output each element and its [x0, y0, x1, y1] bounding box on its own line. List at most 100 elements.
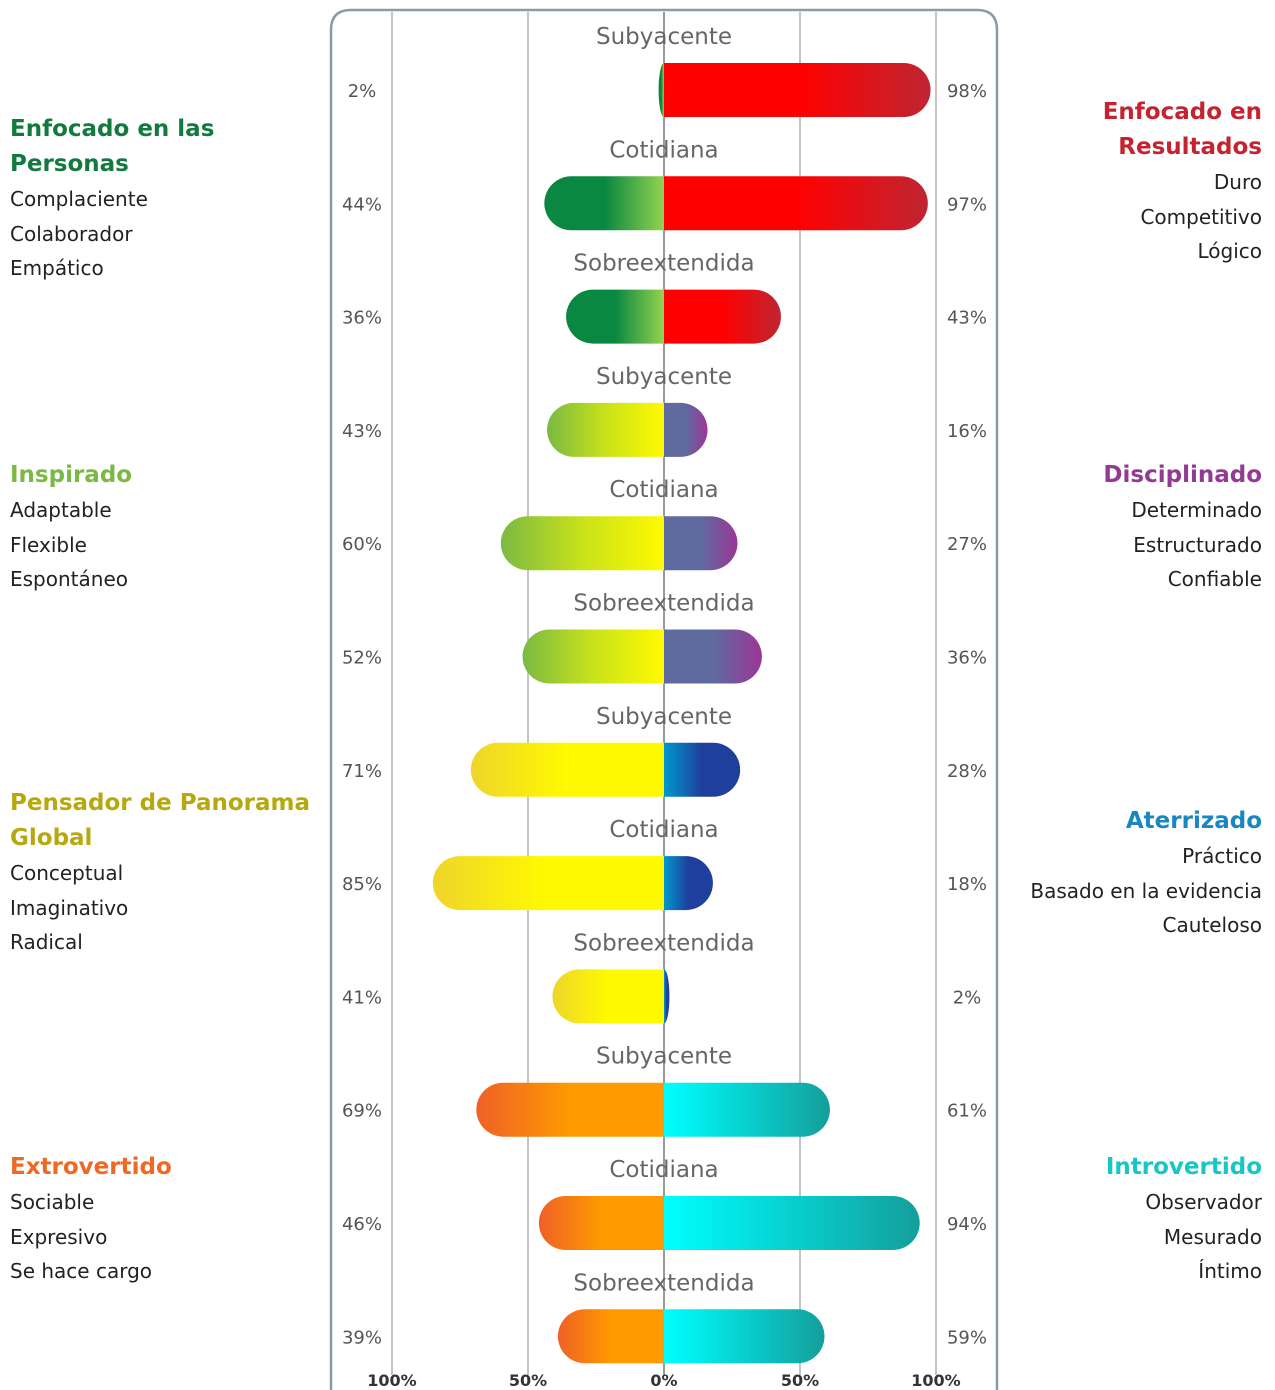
left-percentage: 41%: [342, 987, 382, 1008]
right-percentage: 61%: [947, 1101, 987, 1122]
preference-trait: Observador: [1145, 1190, 1262, 1214]
right-percentage: 94%: [947, 1214, 987, 1235]
preference-trait: Lógico: [1197, 239, 1262, 263]
preference-trait: Duro: [1213, 170, 1262, 194]
chart-bars: [432, 63, 931, 1364]
preference-trait: Complaciente: [10, 187, 148, 211]
right-preference-disciplined: Disciplinado Determinado Estructurado Co…: [932, 458, 1262, 597]
bar-left: [476, 1082, 664, 1137]
left-percentage: 85%: [342, 874, 382, 895]
right-preference-results: Enfocado en Resultados Duro Competitivo …: [1062, 95, 1262, 269]
row-label: Cotidiana: [609, 477, 718, 503]
right-percentage: 98%: [947, 81, 987, 102]
right-percentage: 59%: [947, 1327, 987, 1348]
x-tick-label: 100%: [911, 1371, 960, 1390]
preference-title: Aterrizado: [1125, 808, 1262, 834]
right-percentage: 36%: [947, 648, 987, 669]
preference-trait: Adaptable: [10, 498, 112, 522]
row-label: Sobreextendida: [573, 591, 754, 617]
left-percentage: 52%: [342, 648, 382, 669]
chart-frame: [329, 8, 999, 1390]
left-percentage: 2%: [348, 81, 377, 102]
preference-title: Disciplinado: [1103, 462, 1262, 488]
x-tick-label: 100%: [367, 1371, 416, 1390]
preference-trait: Determinado: [1131, 498, 1262, 522]
left-percentage: 60%: [342, 534, 382, 555]
bar-left: [557, 1309, 664, 1364]
bar-left: [500, 516, 664, 571]
preference-trait: Sociable: [10, 1190, 95, 1214]
bar-right: [664, 289, 781, 344]
bar-right: [664, 63, 931, 117]
preference-trait: Basado en la evidencia: [1030, 878, 1262, 903]
right-percentage: 43%: [947, 308, 987, 329]
left-preference-big-picture: Pensador de Panorama Global Conceptual I…: [10, 786, 310, 960]
preference-trait: Imaginativo: [10, 895, 129, 920]
bar-right: [664, 1309, 825, 1364]
bar-right: [664, 629, 762, 684]
bar-right: [664, 176, 928, 231]
left-preference-people: Enfocado en las Personas Complaciente Co…: [10, 112, 340, 286]
bar-right: [664, 1196, 920, 1250]
bar-right: [664, 516, 738, 571]
preference-trait: Se hace cargo: [10, 1259, 153, 1283]
preference-trait: Estructurado: [1133, 532, 1262, 557]
row-label: Sobreextendida: [573, 930, 754, 956]
row-label: Subyacente: [596, 24, 732, 50]
row-label: Cotidiana: [609, 1157, 718, 1183]
left-preference-extrovert: Extrovertido Sociable Expresivo Se hace …: [10, 1150, 340, 1289]
preference-trait: Práctico: [1182, 844, 1262, 868]
bar-left: [566, 289, 664, 344]
preference-trait: Competitivo: [1140, 204, 1262, 229]
left-percentage: 43%: [342, 421, 382, 442]
bar-right: [664, 1082, 830, 1137]
left-percentage: 36%: [342, 308, 382, 329]
bar-left: [658, 63, 664, 117]
left-percentage: 39%: [342, 1327, 382, 1348]
row-label: Sobreextendida: [573, 1270, 754, 1296]
x-tick-label: 50%: [509, 1371, 547, 1390]
bar-left: [544, 176, 664, 231]
row-label: Subyacente: [596, 704, 732, 730]
left-percentage: 69%: [342, 1101, 382, 1122]
row-label: Subyacente: [596, 1044, 732, 1070]
bar-right: [664, 969, 670, 1024]
right-percentage: 16%: [947, 421, 987, 442]
right-preference-introvert: Introvertido Observador Mesurado Íntimo: [932, 1150, 1262, 1289]
right-percentage: 18%: [947, 874, 987, 895]
bar-right: [664, 856, 713, 911]
bar-left: [432, 856, 664, 911]
bar-left: [470, 742, 664, 797]
preference-trait: Espontáneo: [10, 567, 128, 591]
preference-trait: Colaborador: [10, 221, 133, 246]
preference-title: Extrovertido: [10, 1154, 172, 1180]
bar-left: [522, 629, 664, 684]
preference-title: Enfocado en las Personas: [10, 116, 215, 177]
preference-trait: Mesurado: [1163, 1224, 1262, 1249]
row-label: Cotidiana: [609, 137, 718, 163]
bar-left: [538, 1196, 664, 1250]
preference-trait: Radical: [10, 930, 83, 954]
chart-gridlines: [391, 12, 937, 1375]
x-tick-label: 0%: [650, 1371, 677, 1390]
preference-trait: Flexible: [10, 532, 87, 557]
left-percentage: 44%: [342, 194, 382, 215]
preference-title: Introvertido: [1105, 1154, 1262, 1180]
left-preference-inspired: Inspirado Adaptable Flexible Espontáneo: [10, 458, 340, 597]
right-preference-grounded: Aterrizado Práctico Basado en la evidenc…: [932, 804, 1262, 943]
bar-left: [552, 969, 664, 1024]
preference-trait: Conceptual: [10, 861, 124, 885]
bar-right: [664, 742, 741, 797]
x-tick-label: 50%: [781, 1371, 819, 1390]
row-label: Cotidiana: [609, 817, 718, 843]
chart-x-ticks: 100% 50% 0% 50% 100%: [367, 1371, 960, 1390]
preference-trait: Íntimo: [1198, 1259, 1262, 1283]
left-percentage: 71%: [342, 761, 382, 782]
right-percentage: 2%: [953, 987, 982, 1008]
row-label: Sobreextendida: [573, 251, 754, 277]
right-percentage: 97%: [947, 194, 987, 215]
left-percentage: 46%: [342, 1214, 382, 1235]
preference-trait: Confiable: [1167, 567, 1262, 591]
bar-right: [664, 402, 708, 457]
